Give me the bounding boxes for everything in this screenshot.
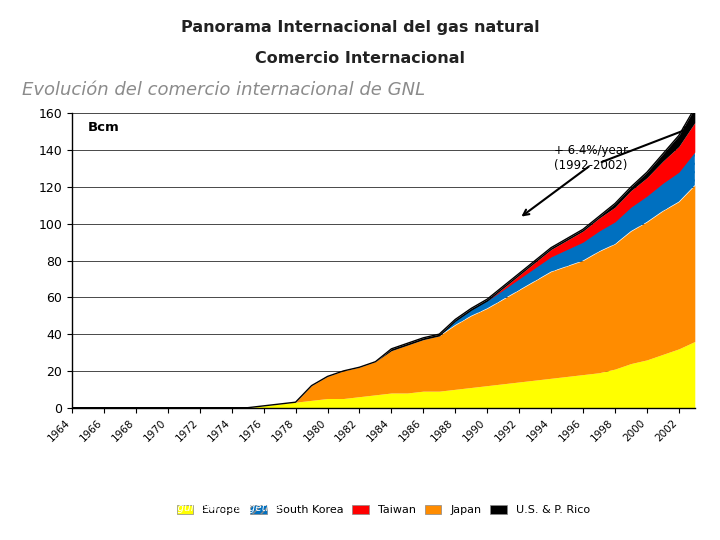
Text: Santa Cruz de la Sierra, 15 - 19 noviembre 2004: Santa Cruz de la Sierra, 15 - 19 noviemb… [11,522,263,532]
Text: Comercio Internacional: Comercio Internacional [255,51,465,66]
Text: 29: 29 [685,497,702,510]
Legend: Europe, South Korea, Taiwan, Japan, U.S. & P. Rico: Europe, South Korea, Taiwan, Japan, U.S.… [172,500,595,519]
Text: II Edición del Curso ARIAE de Regulación Energética.: II Edición del Curso ARIAE de Regulación… [11,503,284,514]
Text: Panorama Internacional del gas natural: Panorama Internacional del gas natural [181,20,539,35]
Text: Evolución del comercio internacional de GNL: Evolución del comercio internacional de … [22,82,425,99]
Text: + 6.4%/year
(1992-2002): + 6.4%/year (1992-2002) [554,144,629,172]
Text: Bcm: Bcm [88,121,120,134]
